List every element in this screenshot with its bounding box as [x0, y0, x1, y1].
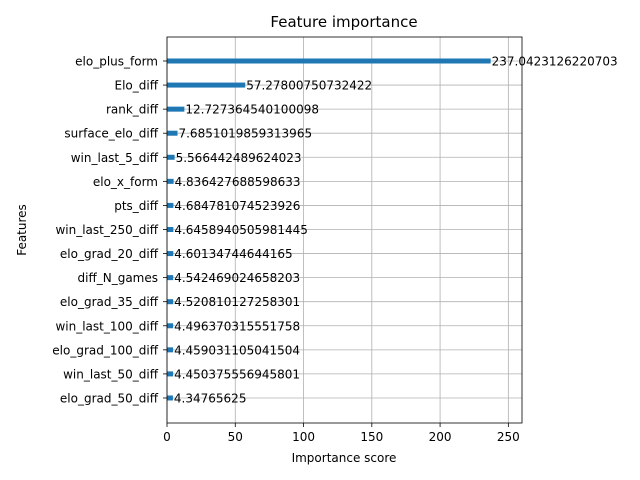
- bars: [167, 58, 491, 401]
- y-tick-label: surface_elo_diff: [64, 127, 158, 141]
- bar-elo_x_form: [167, 178, 174, 184]
- data-label-win_last_100_diff: 4.496370315551758: [174, 319, 300, 333]
- data-label-elo_grad_100_diff: 4.459031105041504: [174, 343, 300, 357]
- data-label-win_last_5_diff: 5.566442489624023: [176, 151, 302, 165]
- data-label-win_last_50_diff: 4.450375556945801: [174, 367, 300, 381]
- y-tick-label: rank_diff: [106, 103, 159, 117]
- y-axis-ticks: elo_plus_form Elo_diff rank_diff surface_el…: [52, 55, 167, 405]
- x-tick-label: 150: [360, 430, 383, 444]
- y-tick-label: pts_diff: [114, 199, 159, 213]
- bar-win_last_50_diff: [167, 371, 174, 377]
- y-tick-label: elo_grad_100_diff: [52, 343, 158, 357]
- y-tick-label: elo_x_form: [93, 175, 158, 189]
- bar-elo_plus_form: [167, 58, 491, 64]
- y-axis-label: Features: [15, 204, 29, 256]
- data-label-diff_N_games: 4.542469024658203: [174, 271, 300, 285]
- y-tick-label: win_last_50_diff: [63, 367, 159, 381]
- x-tick-label: 250: [497, 430, 520, 444]
- x-tick-label: 0: [163, 430, 171, 444]
- x-axis-ticks: 0 50 100 150 200 250: [163, 423, 520, 444]
- data-label-surface_elo_diff: 7.6851019859313965: [178, 127, 312, 141]
- x-tick-label: 50: [228, 430, 243, 444]
- plot-frame: [166, 36, 523, 424]
- data-label-elo_grad_20_diff: 4.60134744644165: [174, 247, 292, 261]
- y-tick-label: elo_grad_35_diff: [60, 295, 159, 309]
- bar-elo_grad_20_diff: [167, 251, 174, 257]
- data-label-elo_x_form: 4.836427688598633: [175, 175, 301, 189]
- y-tick-label: elo_grad_50_diff: [60, 391, 159, 405]
- bar-win_last_100_diff: [167, 323, 174, 329]
- bar-diff_N_games: [167, 275, 174, 281]
- bar-win_last_250_diff: [167, 226, 174, 232]
- bar-elo_grad_100_diff: [167, 347, 174, 353]
- bar-elo_grad_50_diff: [167, 395, 173, 401]
- bar-elo_grad_35_diff: [167, 299, 174, 305]
- bar-pts_diff: [167, 202, 174, 208]
- value-labels: 237.0423126220703 57.27800750732422 12.727…: [174, 55, 618, 406]
- y-tick-label: win_last_100_diff: [55, 319, 158, 333]
- y-tick-label: diff_N_games: [78, 271, 159, 285]
- bar-rank_diff: [167, 106, 185, 112]
- y-tick-label: win_last_250_diff: [55, 223, 158, 237]
- x-axis-label: Importance score: [292, 451, 397, 465]
- data-label-rank_diff: 12.727364540100098: [185, 103, 319, 117]
- data-label-elo_grad_50_diff: 4.34765625: [174, 391, 247, 405]
- data-label-win_last_250_diff: 4.6458940505981445: [174, 223, 308, 237]
- data-label-Elo_diff: 57.27800750732422: [246, 79, 372, 93]
- data-label-elo_plus_form: 237.0423126220703: [492, 55, 618, 69]
- x-tick-label: 100: [292, 430, 315, 444]
- x-tick-label: 200: [429, 430, 452, 444]
- data-label-pts_diff: 4.684781074523926: [174, 199, 300, 213]
- y-tick-label: elo_plus_form: [75, 55, 158, 69]
- bar-Elo_diff: [167, 82, 246, 88]
- y-tick-label: Elo_diff: [115, 79, 159, 93]
- y-tick-label: elo_grad_20_diff: [60, 247, 159, 261]
- chart-title: Feature importance: [270, 13, 417, 31]
- y-tick-label: win_last_5_diff: [71, 151, 159, 165]
- grid: [166, 37, 522, 423]
- bar-surface_elo_diff: [167, 130, 178, 136]
- data-label-elo_grad_35_diff: 4.520810127258301: [174, 295, 300, 309]
- bar-win_last_5_diff: [167, 154, 175, 160]
